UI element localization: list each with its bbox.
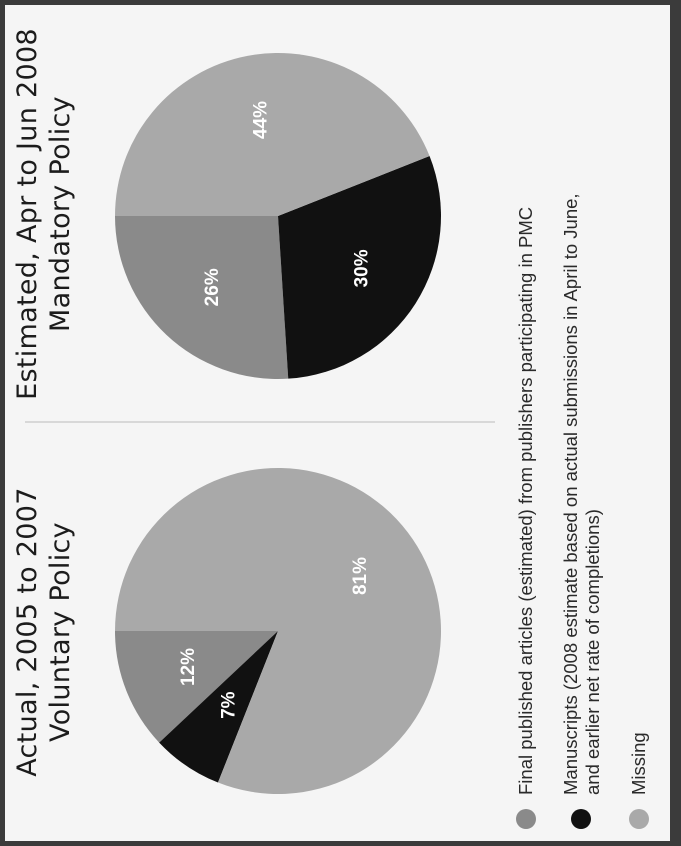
pie-slice-label: 7% xyxy=(219,691,240,719)
chart-title-voluntary: Actual, 2005 to 2007 Voluntary Policy xyxy=(11,423,77,841)
pie-slice-label: 44% xyxy=(251,101,272,139)
legend-label: Final published articles (estimated) fro… xyxy=(515,206,536,795)
pie-slice-missing xyxy=(115,53,430,216)
pie-slice-missing xyxy=(115,468,441,794)
pie-slice-manuscripts xyxy=(278,155,441,379)
legend-label: Missing xyxy=(628,732,649,795)
divider xyxy=(25,421,495,423)
figure-page: Actual, 2005 to 2007 Voluntary Policy Es… xyxy=(5,5,670,841)
legend-swatch xyxy=(571,809,591,829)
chart-title-line2: Voluntary Policy xyxy=(45,522,76,742)
rotated-figure: Actual, 2005 to 2007 Voluntary Policy Es… xyxy=(5,5,670,841)
pie-chart-mandatory: 26% 30% 44% xyxy=(115,53,441,380)
pie-slice-final-published xyxy=(115,631,278,743)
pie-slice-label: 30% xyxy=(352,249,373,287)
pie-slice-manuscripts xyxy=(159,631,278,783)
legend-swatch xyxy=(516,809,536,829)
pie-chart-voluntary: 12% 7% 81% xyxy=(115,468,441,794)
pie-slice-label: 81% xyxy=(350,557,371,595)
pie-slice-final-published xyxy=(115,216,289,380)
legend-swatch xyxy=(629,809,649,829)
chart-title-mandatory: Estimated, Apr to Jun 2008 Mandatory Pol… xyxy=(11,5,77,423)
pie-slice-label: 26% xyxy=(202,268,223,306)
legend-label-line1: Manuscripts (2008 estimate based on actu… xyxy=(560,193,581,795)
chart-title-line1: Actual, 2005 to 2007 xyxy=(12,487,43,777)
legend-label-line2: and earlier net rate of completions) xyxy=(582,509,603,795)
chart-title-line1: Estimated, Apr to Jun 2008 xyxy=(12,28,43,400)
pie-slice-label: 12% xyxy=(178,648,199,686)
chart-title-line2: Mandatory Policy xyxy=(45,96,76,332)
